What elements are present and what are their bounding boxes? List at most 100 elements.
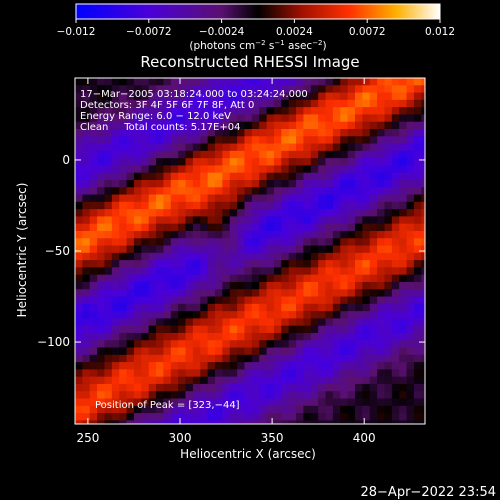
heatmap-cell: [325, 267, 334, 276]
heatmap-cell: [170, 114, 179, 123]
heatmap-cell: [178, 420, 187, 424]
heatmap-cell: [259, 391, 268, 400]
heatmap-cell: [192, 289, 201, 298]
heatmap-cell: [413, 362, 422, 370]
heatmap-cell: [192, 347, 201, 356]
heatmap-cell: [229, 216, 238, 225]
heatmap-cell: [244, 150, 253, 159]
heatmap-cell: [288, 187, 297, 196]
heatmap-cell: [347, 252, 356, 261]
heatmap-cell: [384, 245, 393, 254]
heatmap-cell: [133, 245, 142, 254]
heatmap-cell: [119, 274, 128, 283]
heatmap-cell: [318, 376, 327, 385]
heatmap-cell: [141, 114, 150, 123]
heatmap-cell: [207, 165, 216, 174]
heatmap-cell: [163, 143, 172, 152]
heatmap-cell: [273, 420, 282, 424]
heatmap-cell: [413, 230, 422, 239]
heatmap-cell: [259, 252, 268, 261]
heatmap-cell: [148, 128, 157, 137]
heatmap-cell: [310, 420, 319, 424]
heatmap-cell: [111, 92, 120, 101]
heatmap-cell: [207, 107, 216, 116]
heatmap-cell: [318, 267, 327, 276]
heatmap-cell: [97, 223, 106, 232]
heatmap-cell: [377, 267, 386, 276]
heatmap-cell: [391, 78, 400, 86]
heatmap-cell: [207, 92, 216, 101]
heatmap-cell: [288, 354, 297, 363]
heatmap-cell: [75, 158, 83, 167]
heatmap-cell: [296, 318, 305, 327]
heatmap-cell: [89, 347, 98, 356]
heatmap-cell: [133, 223, 142, 232]
heatmap-cell: [259, 332, 268, 341]
heatmap-cell: [185, 150, 194, 159]
heatmap-cell: [310, 369, 319, 378]
heatmap-cell: [391, 99, 400, 108]
x-tick-label: 300: [169, 431, 192, 445]
heatmap-cell: [237, 362, 246, 370]
heatmap-cell: [369, 136, 378, 145]
heatmap-cell: [406, 398, 415, 407]
heatmap-cell: [75, 340, 83, 349]
heatmap-cell: [170, 128, 179, 137]
heatmap-cell: [141, 99, 150, 108]
heatmap-cell: [192, 318, 201, 327]
heatmap-cell: [244, 165, 253, 174]
heatmap-cell: [200, 143, 209, 152]
heatmap-cell: [185, 274, 194, 283]
heatmap-cell: [325, 376, 334, 385]
heatmap-cell: [200, 165, 209, 174]
heatmap-cell: [156, 420, 165, 424]
heatmap-cell: [391, 354, 400, 363]
heatmap-cell: [318, 143, 327, 152]
heatmap-cell: [156, 158, 165, 167]
heatmap-cell: [377, 92, 386, 101]
heatmap-cell: [421, 318, 425, 327]
heatmap-cell: [281, 260, 290, 268]
heatmap-cell: [251, 376, 260, 385]
heatmap-cell: [391, 209, 400, 217]
heatmap-cell: [362, 267, 371, 276]
heatmap-cell: [421, 289, 425, 298]
heatmap-cell: [310, 332, 319, 341]
heatmap-cell: [251, 413, 260, 421]
heatmap-cell: [259, 114, 268, 123]
heatmap-cell: [399, 296, 408, 305]
heatmap-cell: [192, 413, 201, 421]
heatmap-cell: [318, 369, 327, 378]
heatmap-cell: [281, 172, 290, 181]
heatmap-cell: [391, 187, 400, 196]
x-tick-label: 400: [353, 431, 376, 445]
heatmap-cell: [384, 413, 393, 421]
heatmap-cell: [288, 383, 297, 392]
heatmap-cell: [185, 194, 194, 203]
heatmap-cell: [259, 405, 268, 414]
heatmap-cell: [104, 238, 113, 247]
heatmap-cell: [266, 332, 275, 341]
heatmap-cell: [237, 128, 246, 137]
heatmap-cell: [318, 391, 327, 400]
heatmap-cell: [369, 216, 378, 225]
heatmap-cell: [104, 274, 113, 283]
heatmap-cell: [406, 114, 415, 123]
heatmap-cell: [185, 99, 194, 108]
heatmap-cell: [170, 318, 179, 327]
heatmap-cell: [259, 201, 268, 210]
heatmap-cell: [273, 274, 282, 283]
heatmap-cell: [296, 99, 305, 108]
heatmap-cell: [384, 172, 393, 181]
heatmap-cell: [207, 194, 216, 203]
heatmap-cell: [296, 311, 305, 319]
heatmap-cell: [200, 172, 209, 181]
heatmap-cell: [288, 347, 297, 356]
heatmap-cell: [347, 340, 356, 349]
heatmap-cell: [229, 296, 238, 305]
heatmap-cell: [266, 354, 275, 363]
heatmap-cell: [296, 209, 305, 217]
heatmap-cell: [222, 158, 231, 167]
heatmap-cell: [406, 107, 415, 116]
heatmap-cell: [207, 172, 216, 181]
